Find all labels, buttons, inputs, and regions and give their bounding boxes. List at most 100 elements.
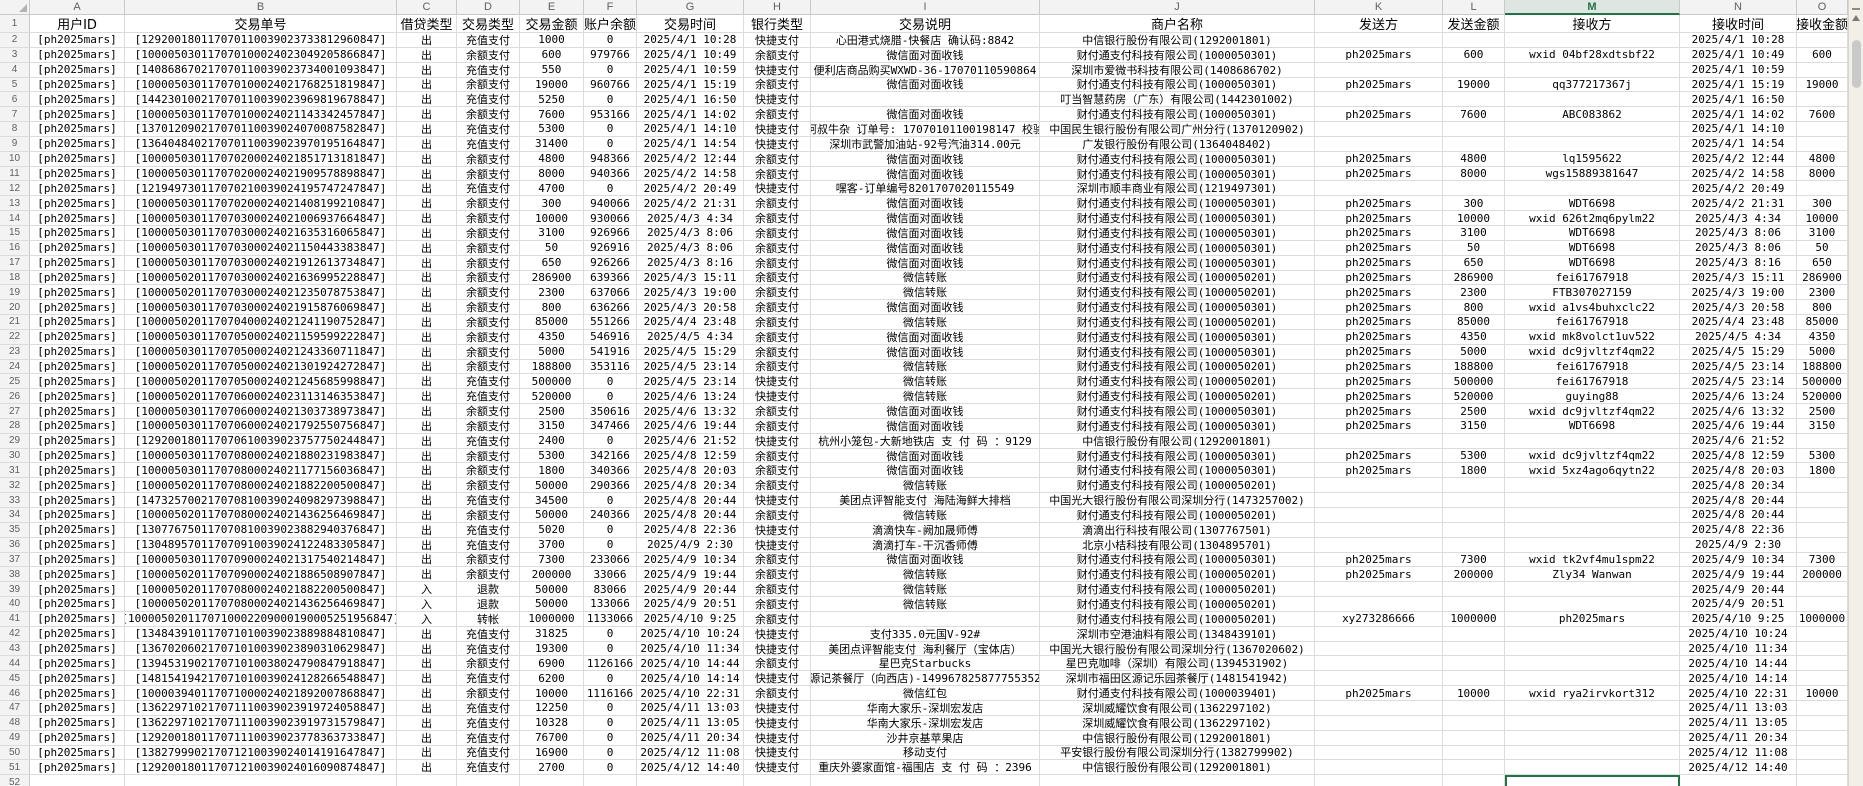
table-cell[interactable]: 出 (397, 537, 457, 553)
table-cell[interactable]: 2025/4/1 14:10 (1680, 122, 1797, 137)
table-cell[interactable]: 940066 (584, 196, 637, 212)
table-cell[interactable]: 快捷支付 (744, 730, 811, 746)
table-cell[interactable]: 1800 (1443, 463, 1505, 479)
table-cell[interactable]: 快捷支付 (744, 92, 811, 108)
table-cell[interactable]: [134843910117071010039023889884810847] (125, 626, 397, 642)
row-number[interactable]: 7 (0, 107, 30, 123)
table-cell[interactable]: 余额支付 (744, 300, 811, 316)
table-cell[interactable]: [ph2025mars] (30, 389, 125, 405)
row-number[interactable]: 52 (0, 775, 30, 786)
table-cell[interactable]: 637066 (584, 285, 637, 301)
table-cell[interactable]: [ph2025mars] (30, 582, 125, 598)
field-header-H[interactable]: 银行类型 (744, 15, 811, 33)
column-header-B[interactable]: B (125, 0, 397, 15)
table-cell[interactable]: [ph2025mars] (30, 478, 125, 494)
table-cell[interactable]: 平安银行股份有限公司深圳分行(1382799902) (1040, 745, 1315, 761)
table-cell[interactable]: 退款 (457, 582, 520, 598)
table-cell[interactable]: 2025/4/11 20:34 (637, 730, 744, 746)
table-cell[interactable]: ph2025mars (1315, 225, 1443, 241)
table-cell[interactable]: 1116166 (584, 686, 637, 701)
table-cell[interactable]: 充值支付 (457, 92, 520, 108)
table-cell[interactable]: 财付通支付科技有限公司(1000039401) (1040, 686, 1315, 701)
table-cell[interactable]: 10000 (1443, 211, 1505, 226)
table-cell[interactable]: 微信转账 (811, 315, 1040, 330)
table-cell[interactable]: [100005030117070100024021143342457847] (125, 107, 397, 123)
table-cell[interactable]: 2025/4/8 20:44 (637, 493, 744, 508)
table-cell[interactable] (1797, 537, 1848, 553)
table-cell[interactable]: 快捷支付 (744, 700, 811, 716)
table-cell[interactable]: 50 (1797, 240, 1848, 256)
table-cell[interactable]: 中信银行股份有限公司(1292001801) (1040, 730, 1315, 746)
table-cell[interactable]: 余额支付 (457, 359, 520, 375)
row-number[interactable]: 21 (0, 315, 30, 330)
table-cell[interactable]: 0 (584, 92, 637, 108)
table-cell[interactable]: 2500 (1443, 404, 1505, 419)
table-cell[interactable]: 余额支付 (457, 686, 520, 701)
table-cell[interactable]: 2025/4/1 14:54 (637, 136, 744, 152)
table-cell[interactable]: 7600 (520, 107, 584, 123)
table-cell[interactable]: 10000 (1797, 211, 1848, 226)
table-cell[interactable]: 微信面对面收钱 (811, 329, 1040, 345)
table-cell[interactable]: 北京小桔科技有限公司(1304895701) (1040, 537, 1315, 553)
table-cell[interactable]: 2025/4/6 13:24 (1680, 389, 1797, 405)
table-cell[interactable]: 800 (520, 300, 584, 316)
field-header-I[interactable]: 交易说明 (811, 15, 1040, 33)
table-cell[interactable]: 余额支付 (457, 508, 520, 523)
table-cell[interactable]: 2025/4/1 15:19 (1680, 77, 1797, 93)
field-header-F[interactable]: 账户余额 (584, 15, 637, 33)
table-cell[interactable]: 余额支付 (744, 329, 811, 345)
table-cell[interactable]: 6200 (520, 671, 584, 687)
table-cell[interactable]: [148154194217071010039024128266548847] (125, 671, 397, 687)
table-cell[interactable]: 541916 (584, 344, 637, 360)
table-cell[interactable]: ph2025mars (1315, 166, 1443, 182)
table-cell[interactable] (1505, 522, 1680, 538)
table-cell[interactable] (1797, 626, 1848, 642)
table-cell[interactable]: [ph2025mars] (30, 136, 125, 152)
table-cell[interactable]: 233066 (584, 552, 637, 568)
table-cell[interactable]: [ph2025mars] (30, 522, 125, 538)
table-cell[interactable]: 2025/4/6 13:24 (637, 389, 744, 405)
table-cell[interactable]: 出 (397, 745, 457, 761)
table-cell[interactable]: [100005020117070400024021241190752847] (125, 315, 397, 330)
table-cell[interactable]: 2025/4/11 20:34 (1680, 730, 1797, 746)
table-cell[interactable]: 余额支付 (744, 359, 811, 375)
row-number[interactable]: 6 (0, 92, 30, 108)
row-number[interactable]: 1 (0, 15, 30, 33)
table-cell[interactable]: 出 (397, 240, 457, 256)
table-cell[interactable]: 2025/4/1 10:28 (1680, 33, 1797, 48)
table-cell[interactable] (1797, 582, 1848, 598)
table-cell[interactable]: 0 (584, 136, 637, 152)
table-cell[interactable]: 充值支付 (457, 626, 520, 642)
table-cell[interactable] (1315, 641, 1443, 657)
row-number[interactable]: 3 (0, 47, 30, 63)
table-cell[interactable] (1315, 582, 1443, 598)
table-cell[interactable]: 2025/4/12 14:40 (637, 760, 744, 776)
table-cell[interactable]: 7300 (1797, 552, 1848, 568)
table-cell[interactable]: 10328 (520, 715, 584, 731)
table-cell[interactable]: 出 (397, 433, 457, 449)
table-cell[interactable]: 19000 (1443, 77, 1505, 93)
table-cell[interactable]: [ph2025mars] (30, 686, 125, 701)
table-cell[interactable]: 4350 (520, 329, 584, 345)
table-cell[interactable] (1040, 775, 1315, 786)
table-cell[interactable]: 50000 (520, 508, 584, 523)
select-all-button[interactable] (0, 0, 30, 15)
table-cell[interactable]: 余额支付 (744, 196, 811, 212)
table-cell[interactable]: 2025/4/10 11:34 (637, 641, 744, 657)
table-cell[interactable]: 550 (520, 62, 584, 78)
table-cell[interactable]: [100005030117070600024021792550756847] (125, 418, 397, 434)
table-cell[interactable]: 2025/4/3 15:11 (637, 270, 744, 286)
table-cell[interactable]: 余额支付 (744, 211, 811, 226)
table-cell[interactable]: 286900 (520, 270, 584, 286)
table-cell[interactable]: 中信银行股份有限公司(1292001801) (1040, 760, 1315, 776)
table-cell[interactable]: [100005020117070800024021882200500847] (125, 478, 397, 494)
table-cell[interactable]: 转帐 (457, 611, 520, 627)
table-cell[interactable]: [136229710217071110039023919731579847] (125, 715, 397, 731)
table-cell[interactable]: 充值支付 (457, 493, 520, 508)
table-cell[interactable]: 0 (584, 760, 637, 776)
table-cell[interactable]: 深圳市爱微书科技有限公司(1408686702) (1040, 62, 1315, 78)
table-cell[interactable] (1443, 493, 1505, 508)
table-cell[interactable] (1797, 671, 1848, 687)
table-cell[interactable]: 2025/4/9 2:30 (1680, 537, 1797, 553)
table-cell[interactable]: 深圳市顺丰商业有限公司(1219497301) (1040, 181, 1315, 197)
